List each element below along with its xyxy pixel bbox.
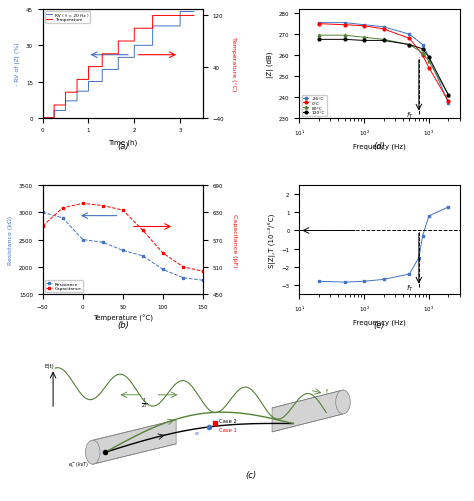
X-axis label: Time (h): Time (h) bbox=[108, 139, 137, 145]
0°C bbox=[426, 66, 432, 72]
-36°C bbox=[316, 21, 322, 27]
Legend: -36°C, 0°C, 80°C, 120°C: -36°C, 0°C, 80°C, 120°C bbox=[301, 96, 327, 116]
-36°C bbox=[361, 23, 367, 29]
Text: (d): (d) bbox=[374, 142, 385, 151]
80°C bbox=[407, 43, 412, 49]
120°C bbox=[426, 55, 432, 61]
-36°C bbox=[407, 32, 412, 38]
Text: $e_i$: $e_i$ bbox=[194, 429, 201, 437]
Y-axis label: Temperature (°C): Temperature (°C) bbox=[230, 37, 236, 91]
Text: $f_T$: $f_T$ bbox=[406, 284, 413, 294]
X-axis label: Frequency (Hz): Frequency (Hz) bbox=[353, 319, 406, 325]
Line: 120°C: 120°C bbox=[318, 39, 450, 97]
-36°C bbox=[381, 25, 386, 31]
120°C bbox=[420, 47, 426, 53]
Ellipse shape bbox=[85, 440, 100, 464]
80°C bbox=[342, 33, 347, 39]
0°C bbox=[381, 27, 386, 33]
80°C bbox=[426, 59, 432, 65]
Text: f: f bbox=[326, 389, 328, 394]
Text: (e): (e) bbox=[374, 320, 385, 329]
80°C bbox=[361, 35, 367, 41]
-36°C bbox=[446, 101, 451, 107]
Text: (a): (a) bbox=[117, 142, 128, 151]
0°C bbox=[407, 36, 412, 42]
Text: $\frac{1}{2f}$: $\frac{1}{2f}$ bbox=[141, 396, 148, 410]
120°C bbox=[381, 38, 386, 44]
Polygon shape bbox=[272, 390, 343, 432]
0°C bbox=[446, 99, 451, 105]
X-axis label: Temperature (°C): Temperature (°C) bbox=[93, 315, 153, 322]
120°C bbox=[446, 93, 451, 99]
Y-axis label: - RV of |Z| (%): - RV of |Z| (%) bbox=[15, 43, 20, 86]
0°C bbox=[361, 24, 367, 30]
80°C bbox=[420, 51, 426, 57]
X-axis label: Frequency (Hz): Frequency (Hz) bbox=[353, 143, 406, 149]
Line: -36°C: -36°C bbox=[318, 22, 450, 105]
120°C bbox=[361, 38, 367, 44]
Text: E(t): E(t) bbox=[45, 364, 55, 369]
0°C bbox=[316, 22, 322, 28]
-36°C bbox=[342, 21, 347, 27]
Y-axis label: S|Z|,T (10⁻³/°C): S|Z|,T (10⁻³/°C) bbox=[268, 213, 276, 267]
Text: $f_T$: $f_T$ bbox=[406, 111, 413, 121]
-36°C bbox=[426, 55, 432, 61]
80°C bbox=[316, 33, 322, 39]
120°C bbox=[342, 37, 347, 43]
Y-axis label: Resistance (kΩ): Resistance (kΩ) bbox=[9, 215, 13, 265]
120°C bbox=[316, 37, 322, 43]
Text: Case 2: Case 2 bbox=[219, 418, 237, 423]
Y-axis label: |Z| (dB): |Z| (dB) bbox=[266, 51, 273, 78]
Ellipse shape bbox=[336, 390, 350, 414]
Text: Case 1: Case 1 bbox=[219, 427, 237, 432]
Legend: RV ( f = 20 Hz ), Temperature: RV ( f = 20 Hz ), Temperature bbox=[45, 12, 90, 24]
Text: (b): (b) bbox=[117, 320, 129, 329]
Legend: Resistance, Capacitance: Resistance, Capacitance bbox=[45, 281, 83, 292]
80°C bbox=[381, 37, 386, 43]
120°C bbox=[407, 43, 412, 49]
Line: 80°C: 80°C bbox=[318, 35, 450, 97]
Y-axis label: Capacitance (pF): Capacitance (pF) bbox=[232, 213, 237, 267]
Text: $e_s^- (k_B T)$: $e_s^- (k_B T)$ bbox=[68, 459, 89, 469]
Polygon shape bbox=[93, 420, 176, 464]
80°C bbox=[446, 93, 451, 99]
Text: (c): (c) bbox=[246, 470, 257, 479]
Line: 0°C: 0°C bbox=[318, 23, 450, 103]
0°C bbox=[342, 23, 347, 29]
0°C bbox=[420, 53, 426, 59]
-36°C bbox=[420, 43, 426, 49]
